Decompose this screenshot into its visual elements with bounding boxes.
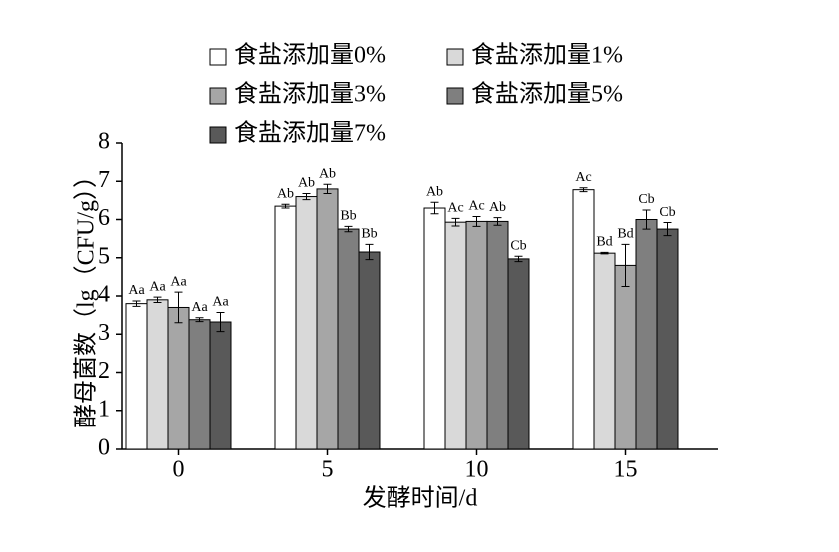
error-bar [642, 209, 651, 230]
significance-label: Aa [128, 283, 145, 298]
significance-label: Aa [212, 295, 229, 310]
x-tick-label: 15 [614, 457, 638, 483]
bar [593, 252, 616, 450]
error-bar [365, 243, 374, 261]
bar [167, 306, 190, 450]
y-axis-title: 酵母菌数（lg（CFU/g）） [73, 164, 100, 428]
bar [635, 219, 658, 450]
significance-label: Ac [447, 201, 463, 216]
y-tick-label: 5 [98, 243, 110, 269]
bar [486, 220, 509, 450]
bar [358, 251, 381, 450]
y-tick-label: 6 [98, 205, 110, 231]
bar [423, 207, 446, 450]
significance-label: Ab [426, 185, 443, 200]
bar [316, 188, 339, 450]
legend-swatch [446, 87, 464, 105]
legend-swatch [446, 48, 464, 66]
error-bar [174, 291, 183, 324]
y-tick-label: 8 [98, 129, 110, 155]
y-tick-label: 0 [98, 435, 110, 461]
legend-label: 食盐添加量3% [234, 81, 386, 108]
error-bar [621, 243, 630, 287]
legend-swatch [209, 48, 227, 66]
bar [507, 258, 530, 450]
error-bar [663, 222, 672, 237]
legend-swatch [209, 126, 227, 144]
legend-swatch [209, 87, 227, 105]
bar [337, 228, 360, 450]
y-tick-label: 2 [98, 358, 110, 384]
significance-label: Aa [170, 274, 187, 289]
error-bar [302, 192, 311, 201]
error-bar [344, 225, 353, 233]
bar [614, 264, 637, 450]
x-axis-title: 发酵时间/d [363, 485, 478, 512]
error-bar [493, 217, 502, 226]
legend-label: 食盐添加量0% [234, 42, 386, 69]
error-bar [132, 300, 141, 307]
significance-label: Cb [659, 205, 675, 220]
bar [656, 228, 679, 450]
bar [572, 189, 595, 450]
error-bar [430, 201, 439, 215]
significance-label: Aa [191, 300, 208, 315]
y-tick-label: 3 [98, 320, 110, 346]
bar [125, 303, 148, 450]
significance-label: Bd [617, 227, 633, 242]
error-bar [600, 251, 609, 255]
significance-label: Ab [298, 176, 315, 191]
bar [444, 221, 467, 450]
bar [146, 299, 169, 450]
bar [188, 319, 211, 450]
x-tick-label: 10 [465, 457, 489, 483]
significance-label: Cb [510, 238, 526, 253]
legend-label: 食盐添加量7% [234, 120, 386, 147]
significance-label: Ab [319, 167, 336, 182]
y-tick-label: 7 [98, 167, 110, 193]
significance-label: Ac [468, 199, 484, 214]
error-bar [216, 311, 225, 333]
legend-label: 食盐添加量5% [471, 81, 623, 108]
error-bar [579, 187, 588, 193]
error-bar [514, 255, 523, 263]
y-tick-label: 1 [98, 396, 110, 422]
legend-label: 食盐添加量1% [471, 42, 623, 69]
bar [465, 220, 488, 450]
error-bar [281, 203, 290, 209]
significance-label: Aa [149, 279, 166, 294]
error-bar [451, 217, 460, 227]
y-tick-label: 4 [98, 282, 110, 308]
error-bar [153, 296, 162, 304]
bar [209, 321, 232, 450]
bar [274, 205, 297, 450]
significance-label: Cb [638, 192, 654, 207]
bar [295, 196, 318, 450]
error-bar [323, 183, 332, 194]
error-bar [195, 317, 204, 323]
significance-label: Bd [596, 235, 612, 250]
significance-label: Ab [277, 186, 294, 201]
significance-label: Bb [361, 227, 377, 242]
x-tick-label: 5 [322, 457, 334, 483]
significance-label: Bb [340, 209, 356, 224]
significance-label: Ab [489, 200, 506, 215]
x-tick-label: 0 [173, 457, 185, 483]
error-bar [472, 215, 481, 227]
significance-label: Ac [575, 170, 591, 185]
